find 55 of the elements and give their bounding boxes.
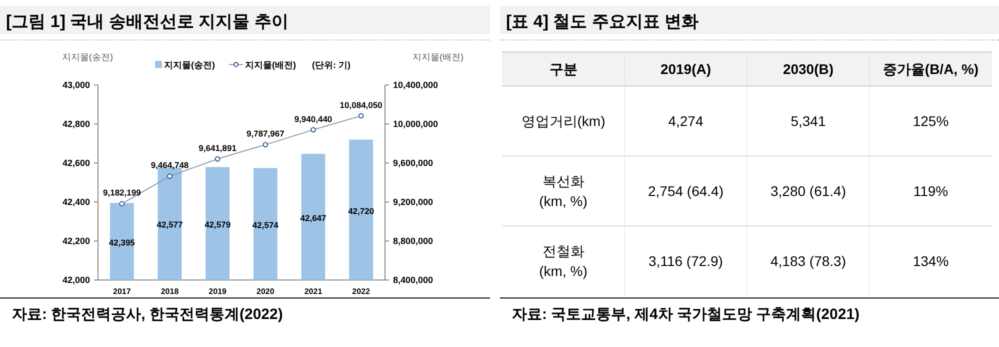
category-label: 구분 (549, 61, 578, 77)
text: (단위: 기) (312, 60, 350, 70)
legend-label: 지지물(배전) (244, 60, 296, 70)
data-label: 9,787,967 (246, 128, 285, 139)
y2-tick-label: 9,600,000 (393, 158, 434, 168)
text: 복선화 (km, %) (539, 173, 588, 209)
data-label: 9,940,440 (294, 114, 332, 124)
data-label: 42,574 (252, 220, 279, 230)
y-axis-title: 지지물(송전) (62, 52, 113, 62)
y-tick-label: 42,200 (62, 236, 90, 246)
y-tick-label: 42,800 (62, 119, 90, 129)
text: 3,280 (61.4) (770, 183, 846, 199)
category-label: 2019(A) (660, 61, 712, 77)
data-label: 9,464,748 (150, 160, 189, 170)
text: 5,341 (790, 113, 826, 129)
y-tick-label: 42,600 (62, 158, 90, 168)
data-label: 10,084,050 (340, 100, 383, 110)
y-tick-label: 42,000 (62, 275, 90, 285)
y2-tick-label: 8,400,000 (393, 275, 434, 285)
x-tick-label: 2022 (352, 287, 371, 296)
y2-axis-title: 지지물(배전) (412, 52, 464, 62)
data-label: 42,395 (108, 237, 136, 248)
text: 4,274 (668, 113, 704, 129)
text: 전철화 (km, %) (539, 243, 588, 279)
data-label: 42,579 (204, 220, 231, 230)
text: 119% (913, 183, 948, 199)
text: 자료: 국토교통부, 제4차 국가철도망 구축계획(2021) (512, 306, 860, 323)
text: 4,183 (78.3) (770, 253, 846, 269)
x-tick-label: 2017 (113, 287, 132, 296)
y2-tick-label: 10,400,000 (393, 80, 438, 90)
text: 자료: 한국전력공사, 한국전력통계(2022) (12, 306, 283, 323)
category-label: 2030(B) (782, 61, 834, 77)
data-label: 42,720 (348, 206, 374, 216)
data-label: 42,647 (300, 212, 327, 223)
text: [표 4] 철도 주요지표 변화 (506, 12, 699, 31)
text: 영업거리(km) (521, 113, 606, 129)
x-tick-label: 2018 (160, 287, 180, 296)
data-label: 9,641,891 (198, 142, 237, 153)
data-label: 9,182,199 (103, 188, 142, 198)
x-tick-label: 2021 (304, 287, 323, 296)
text: 125% (912, 113, 949, 129)
text: 3,116 (72.9) (648, 253, 723, 269)
y2-tick-label: 10,000,000 (393, 119, 438, 129)
y-tick-label: 42,400 (62, 197, 90, 207)
text: 2,754 (64.4) (648, 183, 724, 199)
data-label: 42,577 (156, 220, 184, 230)
x-tick-label: 2019 (208, 287, 228, 296)
text: 134% (912, 253, 949, 269)
legend-label: 지지물(송전) (163, 60, 215, 70)
y2-tick-label: 9,200,000 (393, 197, 434, 207)
y-tick-label: 43,000 (62, 80, 90, 90)
chart-title: [그림 1] 국내 송배전선로 지지물 추이 (6, 12, 288, 31)
y2-tick-label: 8,800,000 (393, 236, 434, 246)
x-tick-label: 2020 (256, 287, 275, 296)
category-label: 증가율(B/A, %) (882, 61, 979, 77)
